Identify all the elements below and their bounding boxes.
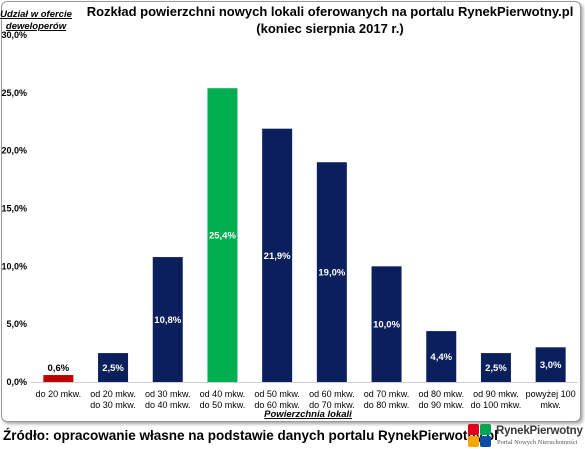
bar-chart: Rozkład powierzchni nowych lokali oferow… [0,4,578,420]
x-tick-label: powyżej 100 mkw. [526,389,576,410]
bar-data-label: 10,0% [373,320,400,331]
bar [535,347,566,382]
bar [152,257,183,382]
bar [371,266,402,382]
y-tick-label: 30,0% [1,30,27,40]
x-tick-label: od 40 mkw. do 50 mkw. [200,389,246,410]
bar-data-label: 2,5% [485,363,507,374]
chart-title: Rozkład powierzchni nowych lokali oferow… [87,4,574,19]
x-tick-label: od 20 mkw. do 30 mkw. [90,389,136,410]
y-tick-label: 20,0% [1,146,27,156]
bar-data-label: 4,4% [430,352,452,363]
x-tick-label: od 50 mkw. do 60 mkw. [254,389,300,410]
source-note: Źródło: opracowanie własne na podstawie … [3,428,498,443]
x-tick-label: od 30 mkw. do 40 mkw. [145,389,191,410]
y-axis-label-line-2: deweloperów [6,21,67,32]
y-tick-label: 15,0% [1,204,27,214]
bar-data-label: 0,6% [48,363,70,374]
bar-data-label: 25,4% [209,231,236,242]
logo-name: RynekPierwotny [496,425,583,437]
chart-subtitle: (koniec sierpnia 2017 r.) [256,21,403,36]
y-tick-label: 10,0% [1,261,27,271]
x-tick-label: od 60 mkw. do 70 mkw. [309,389,355,410]
bar [207,88,238,382]
rynekpierwotny-logo: RynekPierwotny Portal Nowych Nieruchomoś… [466,422,584,449]
bar-data-label: 21,9% [264,251,291,262]
x-tick-label: od 80 mkw. do 90 mkw. [418,389,464,410]
bar-data-label: 2,5% [102,363,124,374]
bar [98,353,129,382]
bar-data-label: 19,0% [318,268,345,279]
logo-tagline: Portal Nowych Nieruchomości [497,439,578,446]
bar [262,128,293,382]
bar-data-label: 3,0% [540,360,562,371]
bar [480,353,511,382]
bar-data-label: 10,8% [154,315,181,326]
bar [426,331,457,382]
x-tick-label: do 20 mkw. [36,389,82,399]
y-tick-label: 5,0% [6,319,27,329]
x-axis-label: Powierzchnia lokali [264,409,352,420]
logo-mark-icon [468,424,491,447]
bar [316,162,347,382]
x-tick-label: od 70 mkw. do 80 mkw. [364,389,410,410]
y-tick-label: 25,0% [1,88,27,98]
y-tick-label: 0,0% [6,377,27,387]
y-axis-label-line-1: Udział w ofercie [0,9,73,20]
bar [43,375,74,382]
x-tick-label: od 90 mkw. do 100 mkw. [471,389,522,410]
